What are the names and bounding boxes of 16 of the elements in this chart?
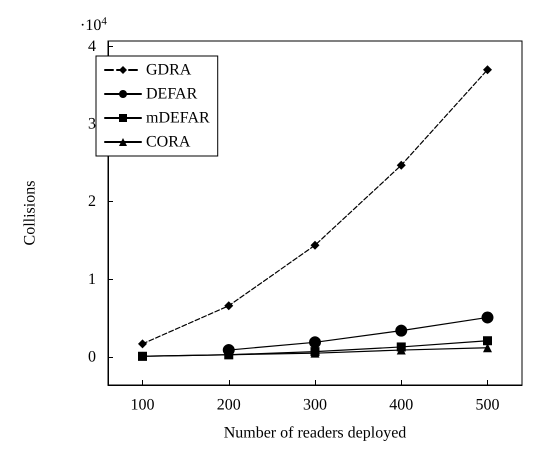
x-tick-label: 400: [389, 396, 414, 414]
x-tick-label: 500: [476, 396, 500, 414]
legend-label: CORA: [146, 134, 191, 150]
x-tick-label: 200: [216, 396, 241, 414]
legend-label: GDRA: [146, 62, 192, 78]
y-tick-label: 2: [88, 193, 96, 210]
x-tick-label: 300: [303, 396, 327, 414]
legend-label: DEFAR: [146, 86, 198, 102]
y-tick-label: 0: [88, 348, 96, 366]
y-tick-label: 4: [88, 38, 96, 55]
x-axis-title: Number of readers deployed: [224, 424, 406, 442]
y-tick-label: 3: [88, 116, 96, 133]
x-tick-label: 100: [130, 396, 154, 414]
y-tick-label: 1: [88, 270, 96, 288]
legend-label: mDEFAR: [146, 110, 210, 126]
y-axis-title: Collisions: [22, 180, 38, 246]
